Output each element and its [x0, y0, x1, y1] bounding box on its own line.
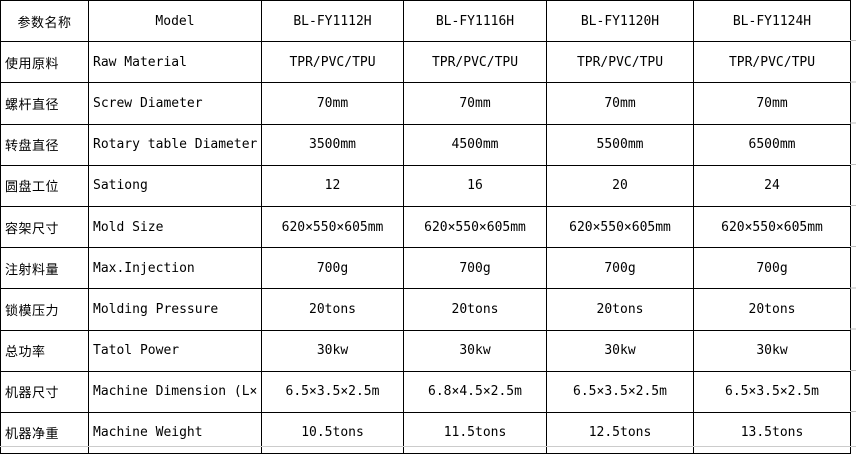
value-cell: 30kw — [546, 329, 694, 372]
value-cell: 700g — [693, 247, 851, 290]
table-row-rotary-table-diameter: 转盘直径 Rotary table Diameter 3500mm 4500mm… — [0, 123, 851, 166]
value-cell: 12 — [261, 164, 404, 207]
value-cell: 5500mm — [546, 123, 694, 166]
value-cell: 6.5×3.5×2.5m — [261, 370, 404, 413]
param-cn: 总功率 — [0, 329, 89, 372]
value-cell: 30kw — [693, 329, 851, 372]
value-cell: 30kw — [261, 329, 404, 372]
value-cell: 20tons — [261, 288, 404, 331]
value-cell: 4500mm — [403, 123, 547, 166]
table-row-machine-weight: 机器净重 Machine Weight 10.5tons 11.5tons 12… — [0, 411, 851, 454]
param-en: Sationg — [88, 164, 262, 207]
header-row: 参数名称 Model BL-FY1112H BL-FY1116H BL-FY11… — [0, 0, 851, 43]
value-cell: 13.5tons — [693, 411, 851, 454]
value-cell: 30kw — [403, 329, 547, 372]
table-row-max-injection: 注射料量 Max.Injection 700g 700g 700g 700g — [0, 247, 851, 290]
value-cell: TPR/PVC/TPU — [403, 41, 547, 84]
param-en: Raw Material — [88, 41, 262, 84]
value-cell: 620×550×605mm — [546, 205, 694, 249]
value-cell: 20tons — [693, 288, 851, 331]
value-cell: 700g — [546, 247, 694, 290]
table-row-mold-size: 容架尺寸 Mold Size 620×550×605mm 620×550×605… — [0, 205, 851, 249]
value-cell: TPR/PVC/TPU — [546, 41, 694, 84]
table-row-total-power: 总功率 Tatol Power 30kw 30kw 30kw 30kw — [0, 329, 851, 372]
param-en: Tatol Power — [88, 329, 262, 372]
value-cell: 620×550×605mm — [261, 205, 404, 249]
value-cell: 10.5tons — [261, 411, 404, 454]
value-cell: 6.8×4.5×2.5m — [403, 370, 547, 413]
param-en: Rotary table Diameter — [88, 123, 262, 166]
param-cn: 容架尺寸 — [0, 205, 89, 249]
param-cn: 圆盘工位 — [0, 164, 89, 207]
param-cn: 注射料量 — [0, 247, 89, 290]
table-row-stations: 圆盘工位 Sationg 12 16 20 24 — [0, 164, 851, 207]
value-cell: 20 — [546, 164, 694, 207]
param-cn: 使用原料 — [0, 41, 89, 84]
value-cell: 6500mm — [693, 123, 851, 166]
value-cell: 70mm — [546, 82, 694, 125]
value-cell: 6.5×3.5×2.5m — [693, 370, 851, 413]
value-cell: 70mm — [403, 82, 547, 125]
value-cell: 6.5×3.5×2.5m — [546, 370, 694, 413]
header-model-4: BL-FY1124H — [693, 0, 851, 43]
table-row-raw-material: 使用原料 Raw Material TPR/PVC/TPU TPR/PVC/TP… — [0, 41, 851, 84]
value-cell: 70mm — [693, 82, 851, 125]
param-cn: 机器尺寸 — [0, 370, 89, 413]
value-cell: 700g — [403, 247, 547, 290]
param-en: Mold Size — [88, 205, 262, 249]
value-cell: 11.5tons — [403, 411, 547, 454]
param-cn: 螺杆直径 — [0, 82, 89, 125]
value-cell: TPR/PVC/TPU — [693, 41, 851, 84]
value-cell: 20tons — [546, 288, 694, 331]
param-cn: 机器净重 — [0, 411, 89, 454]
param-cn: 锁模压力 — [0, 288, 89, 331]
header-model-label: Model — [88, 0, 262, 43]
header-model-3: BL-FY1120H — [546, 0, 694, 43]
table-row-machine-dimension: 机器尺寸 Machine Dimension (L× 6.5×3.5×2.5m … — [0, 370, 851, 413]
value-cell: 20tons — [403, 288, 547, 331]
header-model-2: BL-FY1116H — [403, 0, 547, 43]
value-cell: TPR/PVC/TPU — [261, 41, 404, 84]
value-cell: 70mm — [261, 82, 404, 125]
param-en: Machine Dimension (L× — [88, 370, 262, 413]
value-cell: 620×550×605mm — [693, 205, 851, 249]
header-model-1: BL-FY1112H — [261, 0, 404, 43]
value-cell: 16 — [403, 164, 547, 207]
value-cell: 620×550×605mm — [403, 205, 547, 249]
table-row-screw-diameter: 螺杆直径 Screw Diameter 70mm 70mm 70mm 70mm — [0, 82, 851, 125]
param-en: Molding Pressure — [88, 288, 262, 331]
param-en: Screw Diameter — [88, 82, 262, 125]
value-cell: 3500mm — [261, 123, 404, 166]
table-row-molding-pressure: 锁模压力 Molding Pressure 20tons 20tons 20to… — [0, 288, 851, 331]
param-en: Max.Injection — [88, 247, 262, 290]
value-cell: 700g — [261, 247, 404, 290]
param-en: Machine Weight — [88, 411, 262, 454]
param-cn: 转盘直径 — [0, 123, 89, 166]
value-cell: 24 — [693, 164, 851, 207]
header-param-name-label: 参数名称 — [0, 0, 89, 43]
value-cell: 12.5tons — [546, 411, 694, 454]
